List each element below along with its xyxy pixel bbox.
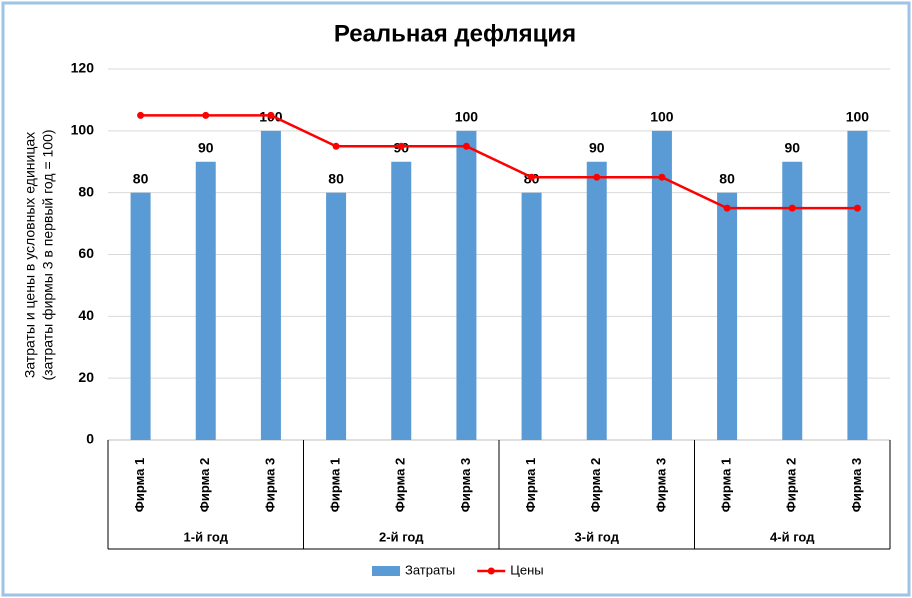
- y-tick-label: 80: [78, 183, 94, 199]
- data-label: 80: [719, 170, 735, 186]
- chart-title: Реальная дефляция: [334, 20, 576, 47]
- group-label: 4-й год: [770, 529, 815, 544]
- legend-swatch: [372, 566, 400, 576]
- bar: [195, 161, 216, 440]
- line-marker: [528, 173, 536, 181]
- bar: [586, 161, 607, 440]
- bar: [260, 130, 281, 441]
- line-marker: [202, 111, 210, 119]
- group-label: 3-й год: [575, 529, 620, 544]
- y-tick-label: 0: [86, 431, 94, 447]
- bar: [717, 192, 738, 440]
- bar: [326, 192, 347, 440]
- legend-label: Цены: [510, 562, 543, 577]
- x-tick-label: Фирма 3: [262, 458, 277, 512]
- bar: [391, 161, 412, 440]
- line-marker: [137, 111, 145, 119]
- data-label: 100: [650, 109, 674, 125]
- legend-label: Затраты: [405, 562, 455, 577]
- x-tick-label: Фирма 1: [523, 458, 538, 512]
- data-label: 90: [784, 139, 800, 155]
- y-axis-label: Затраты и цены в условных единицах: [22, 132, 38, 378]
- group-label: 2-й год: [379, 529, 424, 544]
- bar: [847, 130, 868, 441]
- bar: [651, 130, 672, 441]
- bar: [521, 192, 542, 440]
- data-label: 90: [589, 139, 605, 155]
- x-tick-label: Фирма 3: [849, 458, 864, 512]
- y-axis-label: (затраты фирмы 3 в первый год = 100): [40, 129, 56, 380]
- y-tick-label: 100: [71, 122, 95, 138]
- y-tick-label: 20: [78, 369, 94, 385]
- line: [140, 114, 858, 210]
- data-label: 90: [198, 139, 214, 155]
- line-marker: [658, 173, 666, 181]
- x-tick-label: Фирма 2: [588, 458, 603, 512]
- line-marker: [397, 142, 405, 150]
- y-tick-label: 40: [78, 307, 94, 323]
- data-label: 80: [328, 170, 344, 186]
- bar: [130, 192, 151, 440]
- legend-marker: [487, 567, 495, 575]
- bar: [782, 161, 803, 440]
- line-marker: [593, 173, 601, 181]
- line-marker: [788, 204, 796, 212]
- line-marker: [723, 204, 731, 212]
- line-marker: [332, 142, 340, 150]
- line-marker: [853, 204, 861, 212]
- data-label: 100: [846, 109, 870, 125]
- x-tick-label: Фирма 3: [458, 458, 473, 512]
- x-tick-label: Фирма 1: [719, 458, 734, 512]
- x-tick-label: Фирма 2: [393, 458, 408, 512]
- line-marker: [462, 142, 470, 150]
- group-label: 1-й год: [184, 529, 229, 544]
- x-tick-label: Фирма 3: [653, 458, 668, 512]
- x-tick-label: Фирма 1: [328, 458, 343, 512]
- bar: [456, 130, 477, 441]
- y-tick-label: 60: [78, 245, 94, 261]
- y-tick-label: 120: [71, 60, 95, 76]
- x-tick-label: Фирма 1: [132, 458, 147, 512]
- data-label: 100: [455, 109, 479, 125]
- x-tick-label: Фирма 2: [197, 458, 212, 512]
- data-label: 80: [133, 170, 149, 186]
- line-marker: [267, 111, 275, 119]
- x-tick-label: Фирма 2: [784, 458, 799, 512]
